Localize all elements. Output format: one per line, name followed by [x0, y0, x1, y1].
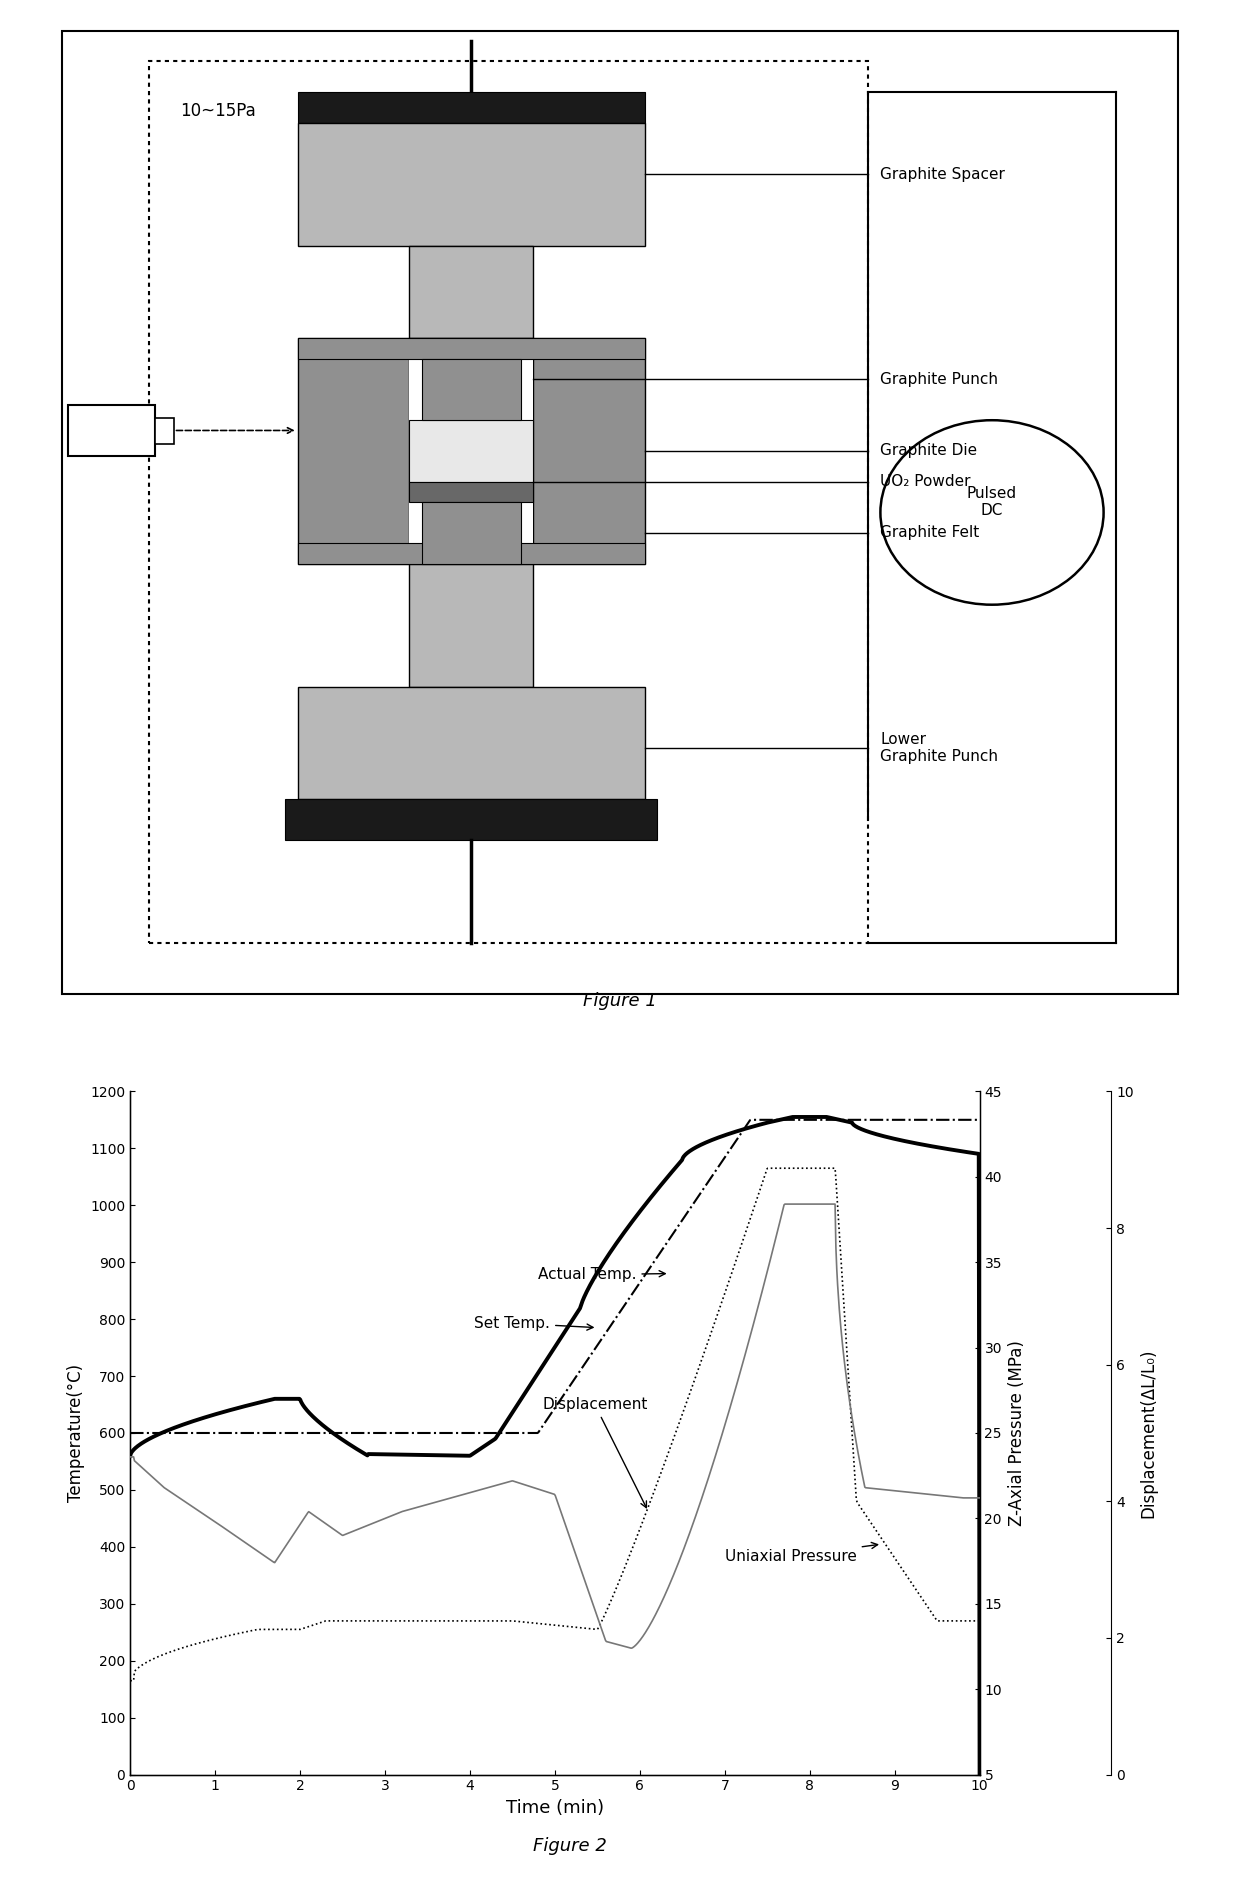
- Y-axis label: Z-Axial Pressure (MPa): Z-Axial Pressure (MPa): [1008, 1340, 1025, 1526]
- Bar: [155, 418, 174, 444]
- Y-axis label: Temperature(°C): Temperature(°C): [67, 1365, 84, 1501]
- Bar: [409, 564, 533, 687]
- Text: UO₂ Powder: UO₂ Powder: [880, 474, 971, 490]
- Bar: [409, 338, 533, 410]
- Text: Graphite Felt: Graphite Felt: [880, 526, 980, 541]
- Bar: [409, 482, 533, 503]
- X-axis label: Time (min): Time (min): [506, 1799, 604, 1816]
- Text: 10~15Pa: 10~15Pa: [180, 102, 255, 120]
- Circle shape: [880, 419, 1104, 605]
- Bar: [422, 503, 521, 564]
- Bar: [409, 419, 533, 482]
- Bar: [149, 61, 868, 943]
- Bar: [298, 93, 645, 123]
- Text: Figure 1: Figure 1: [583, 991, 657, 1010]
- Text: Pulsed
DC: Pulsed DC: [967, 486, 1017, 518]
- Bar: [298, 687, 645, 799]
- Bar: [409, 247, 533, 338]
- Text: Uniaxial Pressure: Uniaxial Pressure: [724, 1543, 878, 1564]
- Text: Pyrometer: Pyrometer: [77, 423, 146, 437]
- Bar: [298, 338, 645, 359]
- Y-axis label: Displacement(ΔL/L₀): Displacement(ΔL/L₀): [1140, 1348, 1157, 1518]
- Bar: [409, 338, 533, 564]
- Text: Graphite Spacer: Graphite Spacer: [880, 167, 1006, 182]
- Bar: [298, 338, 409, 564]
- Text: Displacement: Displacement: [542, 1397, 647, 1507]
- Bar: [285, 799, 657, 841]
- Bar: [298, 543, 645, 564]
- Bar: [533, 338, 645, 564]
- Text: Actual Temp.: Actual Temp.: [538, 1268, 665, 1283]
- Text: Set Temp.: Set Temp.: [474, 1315, 593, 1330]
- Text: Graphite Punch: Graphite Punch: [880, 372, 998, 387]
- Bar: [68, 404, 155, 456]
- Text: Figure 2: Figure 2: [533, 1837, 608, 1854]
- Text: Lower
Graphite Punch: Lower Graphite Punch: [880, 733, 998, 765]
- Bar: [422, 359, 521, 419]
- Bar: [298, 123, 645, 247]
- Text: Graphite Die: Graphite Die: [880, 444, 977, 459]
